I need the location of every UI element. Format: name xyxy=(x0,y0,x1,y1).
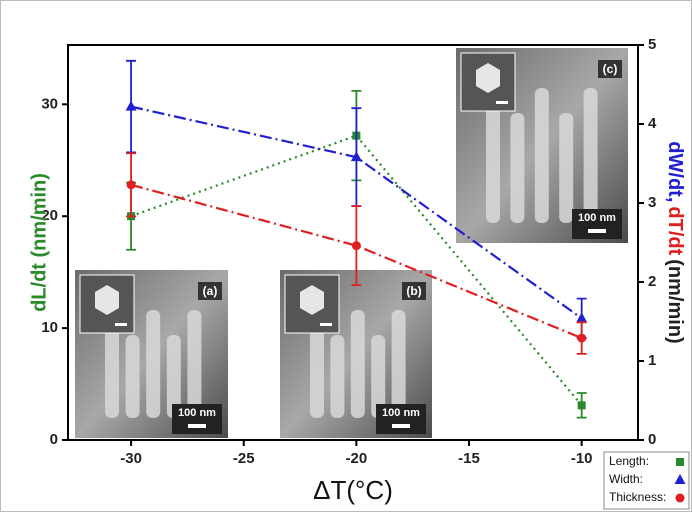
nanowire xyxy=(330,335,344,418)
marker xyxy=(127,180,136,189)
y2-tick-label: 1 xyxy=(648,352,656,369)
nanowire xyxy=(146,310,160,418)
x-axis-label: ΔT(°C) xyxy=(313,475,393,505)
thumb-scale-bar xyxy=(320,323,332,326)
scale-bar xyxy=(588,229,606,233)
nanowire xyxy=(535,88,549,223)
y2-tick-label: 3 xyxy=(648,194,656,211)
legend-label: Length: xyxy=(609,454,649,468)
marker xyxy=(352,241,361,250)
x-tick-label: -10 xyxy=(571,450,593,467)
nanowire xyxy=(187,310,201,418)
y2-tick-label: 0 xyxy=(648,431,656,448)
inset-label: (a) xyxy=(203,284,218,298)
nanowire xyxy=(351,310,365,418)
y2-axis-label-part: (nm/min) xyxy=(664,259,686,343)
scale-bar xyxy=(392,424,410,428)
thumb-scale-bar xyxy=(115,323,127,326)
y2-tick-label: 4 xyxy=(648,115,657,132)
legend-label: Width: xyxy=(609,472,643,486)
inset-label: (b) xyxy=(406,284,421,298)
nanowire xyxy=(392,310,406,418)
thumb-scale-bar xyxy=(496,101,508,104)
nanowire xyxy=(126,335,140,418)
y-tick-label: 0 xyxy=(50,431,58,448)
y2-axis-label-part: dW/dt, xyxy=(664,141,686,202)
y-axis-label: dL/dt (nm/min) xyxy=(28,173,50,312)
marker xyxy=(577,334,586,343)
scale-bar xyxy=(188,424,206,428)
y2-axis-label-part: dT/dt xyxy=(664,206,686,255)
nanowire xyxy=(559,113,573,223)
nanowire xyxy=(584,88,598,223)
nanowire xyxy=(510,113,524,223)
y-tick-label: 30 xyxy=(41,95,58,112)
y-tick-label: 10 xyxy=(41,319,58,336)
inset-label: (c) xyxy=(603,62,618,76)
x-tick-label: -20 xyxy=(346,450,368,467)
marker xyxy=(578,401,586,409)
inset-scale-label: 100 nm xyxy=(578,212,616,224)
legend-marker xyxy=(676,458,684,466)
y2-axis-label: dW/dt, dT/dt (nm/min) xyxy=(664,141,686,343)
inset-scale-label: 100 nm xyxy=(178,407,216,419)
legend-label: Thickness: xyxy=(609,490,666,504)
chart: (a) 100 nm (b) 100 nm (c) 100 nm -30 -25 -20 -15 -… xyxy=(0,0,692,512)
y2-tick-label: 5 xyxy=(648,36,656,53)
y2-tick-label: 2 xyxy=(648,273,656,290)
x-tick-label: -15 xyxy=(458,450,480,467)
inset-scale-label: 100 nm xyxy=(382,407,420,419)
x-tick-label: -25 xyxy=(233,450,255,467)
legend-marker xyxy=(676,494,685,503)
x-tick-label: -30 xyxy=(120,450,142,467)
